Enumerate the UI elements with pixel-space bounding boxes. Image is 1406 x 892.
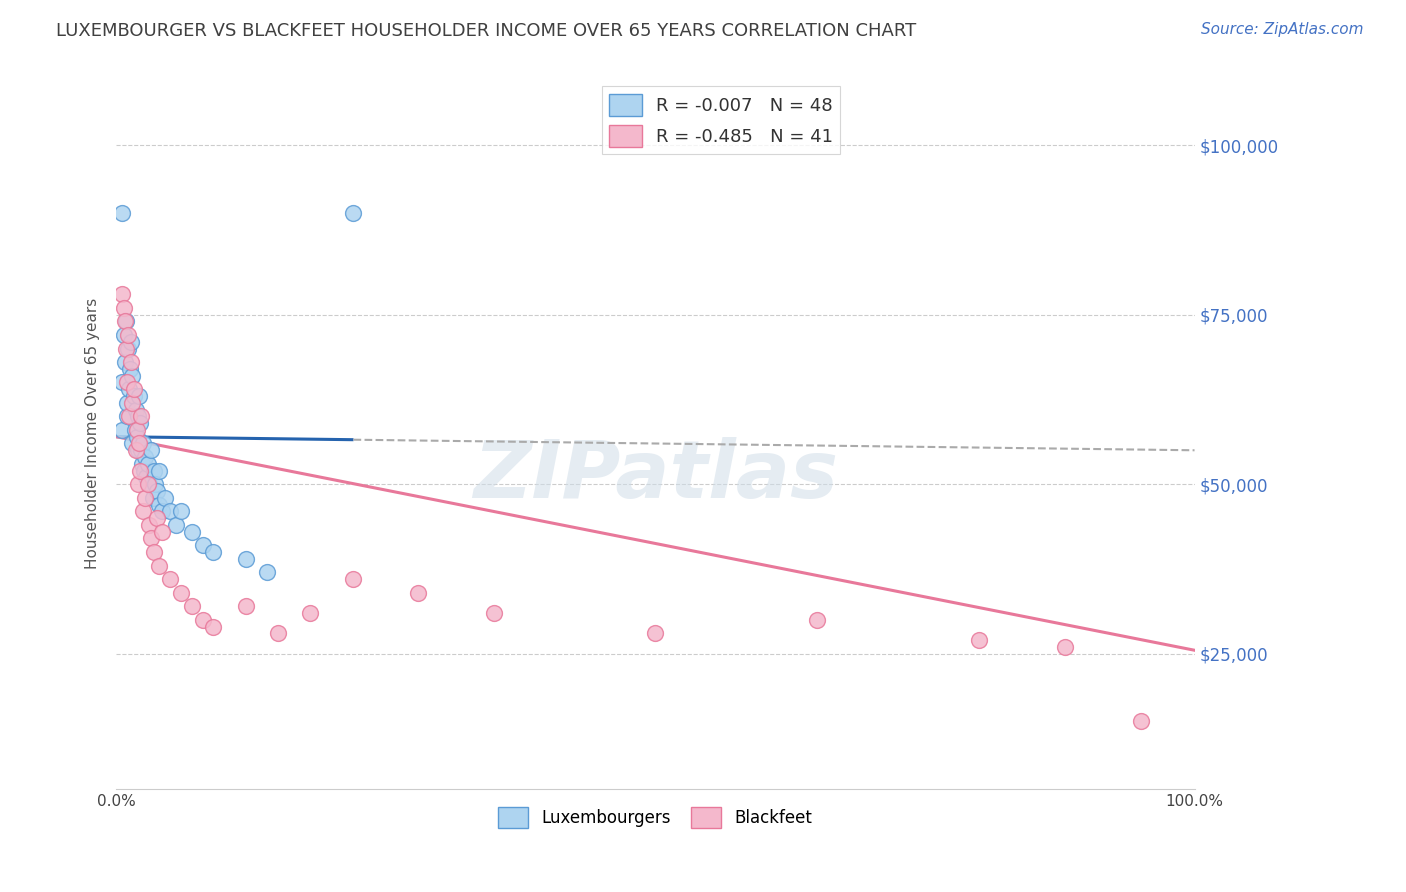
Point (129, 464, 152, 478)
Point (170, 504, 193, 518)
Point (114, 314, 136, 328)
Point (112, 328, 135, 343)
Point (122, 382, 145, 396)
Point (150, 524, 173, 539)
Point (150, 504, 173, 518)
Point (148, 558, 170, 573)
Point (127, 409, 149, 424)
Point (136, 477, 159, 491)
Point (342, 572, 364, 586)
Point (1054, 640, 1077, 654)
Point (129, 409, 152, 424)
Point (115, 342, 138, 356)
Y-axis label: Householder Income Over 65 years: Householder Income Over 65 years (86, 298, 100, 569)
Point (121, 436, 143, 450)
Point (180, 599, 202, 614)
Point (482, 606, 505, 620)
Point (124, 423, 146, 437)
Point (111, 423, 134, 437)
Point (121, 396, 143, 410)
Point (143, 545, 166, 559)
Point (134, 464, 156, 478)
Point (120, 334, 142, 349)
Point (139, 532, 162, 546)
Point (115, 376, 138, 390)
Point (1129, 714, 1152, 729)
Point (131, 457, 153, 471)
Point (148, 464, 170, 478)
Point (120, 362, 142, 376)
Point (111, 376, 134, 390)
Text: LUXEMBOURGER VS BLACKFEET HOUSEHOLDER INCOME OVER 65 YEARS CORRELATION CHART: LUXEMBOURGER VS BLACKFEET HOUSEHOLDER IN… (56, 22, 917, 40)
Point (118, 409, 141, 424)
Point (138, 517, 160, 532)
Point (112, 301, 135, 315)
Point (132, 504, 155, 518)
Point (180, 524, 202, 539)
Point (134, 491, 156, 505)
Point (128, 436, 150, 450)
Point (256, 566, 278, 580)
Point (143, 464, 166, 478)
Point (115, 409, 138, 424)
Point (191, 613, 214, 627)
Point (128, 389, 150, 403)
Point (267, 626, 290, 640)
Point (129, 443, 152, 458)
Point (111, 287, 134, 301)
Point (115, 314, 138, 328)
Point (138, 477, 160, 491)
Point (146, 511, 169, 525)
Point (136, 457, 159, 471)
Point (120, 355, 142, 369)
Point (132, 436, 155, 450)
Point (135, 470, 157, 484)
Point (342, 206, 364, 220)
Point (406, 585, 429, 599)
Point (127, 477, 149, 491)
Point (146, 483, 169, 498)
Point (967, 633, 990, 648)
Point (111, 206, 134, 220)
Point (159, 572, 181, 586)
Point (114, 355, 136, 369)
Point (115, 396, 138, 410)
Point (143, 477, 166, 491)
Point (125, 423, 148, 437)
Point (806, 613, 828, 627)
Point (148, 498, 170, 512)
Point (170, 585, 193, 599)
Point (139, 443, 162, 458)
Point (153, 491, 176, 505)
Point (125, 443, 148, 458)
Point (644, 626, 666, 640)
Point (122, 389, 145, 403)
Text: ZIPatlas: ZIPatlas (472, 437, 838, 515)
Point (117, 328, 139, 343)
Point (117, 342, 139, 356)
Point (142, 491, 165, 505)
Point (125, 402, 148, 417)
Point (235, 599, 257, 614)
Point (129, 416, 152, 430)
Point (299, 606, 322, 620)
Point (202, 619, 225, 633)
Point (127, 443, 149, 458)
Point (165, 517, 187, 532)
Point (235, 551, 257, 566)
Point (121, 368, 143, 383)
Point (125, 430, 148, 444)
Point (202, 545, 225, 559)
Point (191, 538, 214, 552)
Point (159, 504, 181, 518)
Point (118, 382, 141, 396)
Legend: Luxembourgers, Blackfeet: Luxembourgers, Blackfeet (492, 801, 820, 834)
Point (134, 450, 156, 464)
Text: Source: ZipAtlas.com: Source: ZipAtlas.com (1201, 22, 1364, 37)
